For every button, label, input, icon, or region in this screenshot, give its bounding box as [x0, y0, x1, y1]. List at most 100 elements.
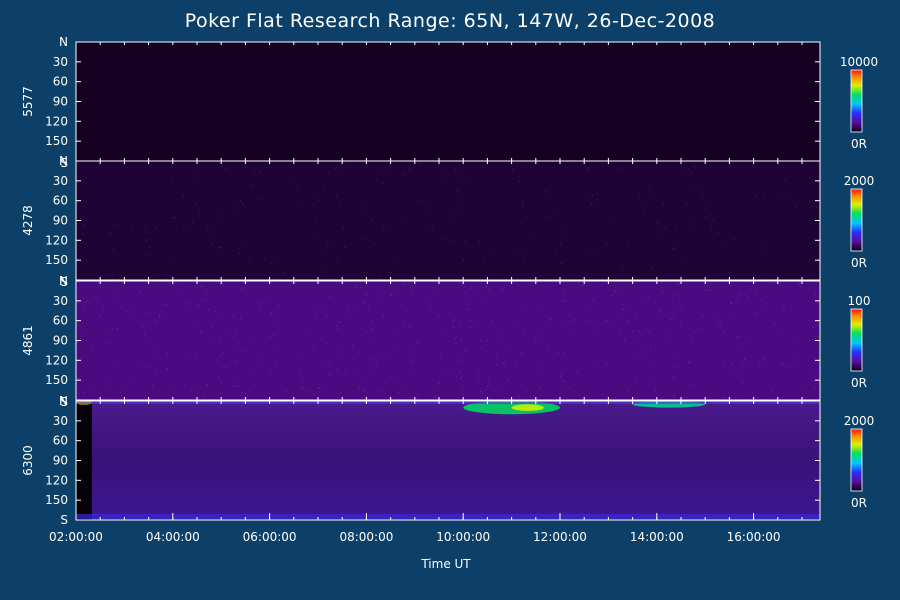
noise-pixel: [241, 392, 243, 394]
noise-pixel: [169, 260, 171, 262]
noise-pixel: [155, 343, 158, 345]
noise-pixel: [119, 391, 121, 393]
noise-pixel: [560, 262, 562, 264]
y-tick-label: 30: [53, 414, 68, 428]
horizon-band: [76, 514, 820, 519]
noise-pixel: [200, 331, 202, 333]
noise-pixel: [336, 351, 338, 353]
noise-pixel: [434, 389, 436, 391]
noise-pixel: [799, 283, 801, 285]
noise-pixel: [208, 309, 210, 311]
noise-pixel: [213, 233, 215, 235]
noise-pixel: [346, 307, 348, 309]
noise-pixel: [498, 340, 500, 342]
noise-pixel: [336, 325, 338, 327]
noise-pixel: [153, 320, 156, 322]
noise-pixel: [241, 244, 243, 246]
noise-pixel: [815, 206, 817, 208]
noise-pixel: [196, 306, 198, 308]
y-tick-label: 60: [53, 194, 68, 208]
noise-pixel: [495, 330, 497, 332]
colorbar-min-label: 0R: [851, 376, 867, 390]
noise-pixel: [500, 387, 502, 389]
noise-pixel: [673, 294, 675, 297]
panel-wavelength-label: 5577: [21, 86, 35, 117]
noise-pixel: [560, 373, 562, 375]
noise-pixel: [148, 254, 150, 256]
noise-pixel: [232, 315, 234, 317]
noise-pixel: [453, 318, 456, 320]
noise-pixel: [261, 302, 263, 304]
y-tick-label: S: [60, 395, 68, 409]
noise-pixel: [245, 392, 247, 394]
x-tick-label: 12:00:00: [533, 530, 587, 544]
noise-pixel: [686, 203, 688, 205]
noise-pixel: [296, 186, 298, 188]
noise-pixel: [664, 227, 666, 230]
y-tick-label: 30: [53, 55, 68, 69]
noise-pixel: [662, 291, 664, 293]
noise-pixel: [410, 354, 412, 356]
noise-pixel: [674, 395, 676, 397]
noise-pixel: [486, 285, 488, 288]
noise-pixel: [254, 173, 256, 175]
noise-pixel: [560, 376, 562, 378]
noise-pixel: [103, 308, 105, 310]
noise-pixel: [712, 219, 714, 221]
noise-pixel: [363, 272, 365, 274]
noise-pixel: [396, 291, 398, 293]
noise-pixel: [119, 297, 121, 299]
noise-pixel: [371, 319, 373, 322]
noise-pixel: [358, 388, 360, 390]
noise-pixel: [485, 389, 487, 391]
noise-pixel: [458, 360, 460, 362]
noise-pixel: [565, 300, 567, 302]
noise-pixel: [156, 322, 158, 324]
noise-pixel: [132, 313, 134, 315]
noise-pixel: [464, 241, 466, 243]
noise-pixel: [453, 320, 455, 322]
noise-pixel: [460, 377, 462, 379]
noise-pixel: [562, 389, 564, 391]
noise-pixel: [781, 362, 783, 364]
noise-pixel: [522, 206, 524, 208]
noise-pixel: [717, 232, 719, 234]
noise-pixel: [733, 373, 735, 375]
noise-pixel: [366, 294, 368, 296]
noise-pixel: [394, 382, 396, 384]
noise-pixel: [720, 321, 722, 323]
noise-pixel: [200, 285, 202, 287]
noise-pixel: [249, 339, 251, 341]
noise-pixel: [318, 387, 320, 389]
noise-pixel: [518, 180, 520, 182]
noise-pixel: [619, 329, 621, 331]
noise-pixel: [738, 336, 741, 338]
noise-pixel: [344, 369, 346, 371]
noise-pixel: [143, 336, 145, 338]
noise-pixel: [478, 372, 480, 374]
noise-pixel: [592, 300, 594, 302]
noise-pixel: [240, 317, 242, 319]
noise-pixel: [380, 303, 382, 305]
noise-pixel: [455, 343, 457, 345]
noise-pixel: [481, 303, 483, 305]
noise-pixel: [451, 215, 453, 217]
noise-pixel: [389, 354, 391, 357]
noise-pixel: [733, 238, 735, 240]
noise-pixel: [590, 203, 592, 205]
noise-pixel: [518, 396, 520, 398]
noise-pixel: [184, 385, 186, 387]
y-tick-label: 60: [53, 314, 68, 328]
noise-pixel: [587, 167, 589, 169]
noise-pixel: [562, 379, 564, 382]
panel-5577: N 30 60 90 120 150 S 5577 10000 0R: [21, 35, 878, 170]
y-tick-label: 30: [53, 174, 68, 188]
noise-pixel: [166, 274, 168, 276]
noise-pixel: [541, 340, 544, 342]
noise-pixel: [354, 286, 357, 289]
noise-pixel: [781, 364, 783, 366]
chart-title: Poker Flat Research Range: 65N, 147W, 26…: [184, 10, 716, 32]
noise-pixel: [312, 394, 315, 396]
noise-pixel: [401, 394, 403, 397]
noise-pixel: [345, 319, 347, 321]
